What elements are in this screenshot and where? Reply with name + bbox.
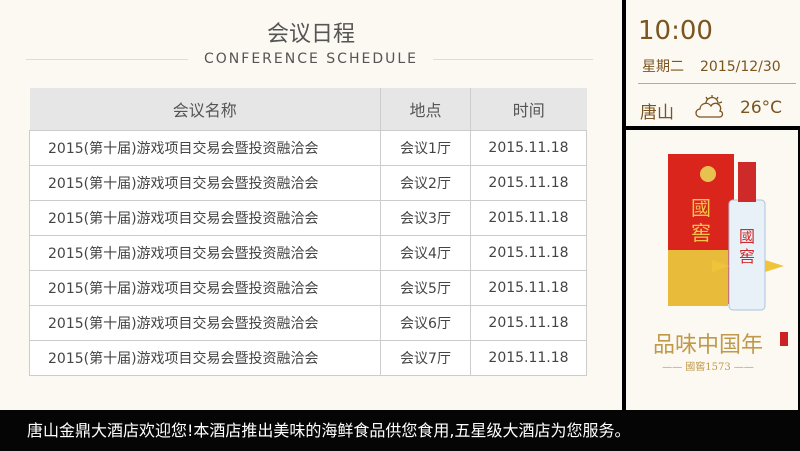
date: 2015/12/30	[700, 59, 781, 75]
table-row: 2015(第十届)游戏项目交易会暨投资融洽会 会议1厅 2015.11.18	[29, 129, 587, 166]
table-row: 2015(第十届)游戏项目交易会暨投资融洽会 会议6厅 2015.11.18	[29, 304, 587, 341]
cell-name: 2015(第十届)游戏项目交易会暨投资融洽会	[29, 304, 381, 341]
divider	[26, 59, 188, 60]
weekday: 星期二	[642, 59, 684, 75]
clock-time: 10:00	[638, 16, 713, 46]
weather-city: 唐山	[640, 103, 674, 123]
cell-time: 2015.11.18	[470, 304, 587, 341]
cell-location: 会议3厅	[380, 199, 471, 236]
schedule-table: 会议名称 地点 时间 2015(第十届)游戏项目交易会暨投资融洽会 会议1厅 201…	[29, 88, 587, 376]
column-header-time: 时间	[470, 88, 587, 130]
cell-location: 会议1厅	[380, 129, 471, 166]
cell-name: 2015(第十届)游戏项目交易会暨投资融洽会	[29, 199, 381, 236]
table-row: 2015(第十届)游戏项目交易会暨投资融洽会 会议4厅 2015.11.18	[29, 234, 587, 271]
svg-text:窖: 窖	[739, 247, 755, 266]
svg-text:國: 國	[691, 196, 711, 220]
svg-text:窖: 窖	[691, 221, 711, 245]
cell-time: 2015.11.18	[470, 164, 587, 201]
scrolling-ticker: 唐山金鼎大酒店欢迎您!本酒店推出美味的海鲜食品供您食用,五星级大酒店为您服务。	[0, 410, 800, 451]
advertisement: 國 窖 國 窖 品味中国年 —— 國窖1573 ——	[626, 130, 798, 410]
schedule-panel: 会议日程 CONFERENCE SCHEDULE 会议名称 地点 时间 2015…	[0, 0, 622, 410]
table-row: 2015(第十届)游戏项目交易会暨投资融洽会 会议7厅 2015.11.18	[29, 339, 587, 376]
divider	[638, 83, 796, 84]
cell-location: 会议4厅	[380, 234, 471, 271]
cell-name: 2015(第十届)游戏项目交易会暨投资融洽会	[29, 234, 381, 271]
cell-name: 2015(第十届)游戏项目交易会暨投资融洽会	[29, 129, 381, 166]
ad-tagline: —— 國窖1573 ——	[662, 360, 754, 373]
cell-location: 会议7厅	[380, 339, 471, 376]
partly-cloudy-icon	[695, 95, 724, 118]
cell-name: 2015(第十届)游戏项目交易会暨投资融洽会	[29, 164, 381, 201]
cell-time: 2015.11.18	[470, 234, 587, 271]
column-header-name: 会议名称	[29, 88, 381, 130]
page-subtitle: CONFERENCE SCHEDULE	[204, 51, 418, 67]
cell-time: 2015.11.18	[470, 339, 587, 376]
divider	[433, 59, 593, 60]
table-row: 2015(第十届)游戏项目交易会暨投资融洽会 会议3厅 2015.11.18	[29, 199, 587, 236]
column-header-location: 地点	[380, 88, 471, 130]
cell-time: 2015.11.18	[470, 269, 587, 306]
cell-name: 2015(第十届)游戏项目交易会暨投资融洽会	[29, 269, 381, 306]
table-row: 2015(第十届)游戏项目交易会暨投资融洽会 会议5厅 2015.11.18	[29, 269, 587, 306]
clock-weather-panel: 10:00 星期二 2015/12/30 唐山 26°C	[626, 0, 800, 126]
page-title: 会议日程	[266, 22, 355, 47]
cell-location: 会议6厅	[380, 304, 471, 341]
cell-time: 2015.11.18	[470, 199, 587, 236]
liquor-ad-image: 國 窖 國 窖 品味中国年 —— 國窖1573 ——	[653, 154, 788, 373]
cell-location: 会议2厅	[380, 164, 471, 201]
cell-time: 2015.11.18	[470, 129, 587, 166]
svg-text:國: 國	[739, 227, 755, 246]
cell-name: 2015(第十届)游戏项目交易会暨投资融洽会	[29, 339, 381, 376]
ad-slogan: 品味中国年	[653, 333, 763, 358]
weather-temperature: 26°C	[740, 98, 783, 118]
cell-location: 会议5厅	[380, 269, 471, 306]
table-row: 2015(第十届)游戏项目交易会暨投资融洽会 会议2厅 2015.11.18	[29, 164, 587, 201]
